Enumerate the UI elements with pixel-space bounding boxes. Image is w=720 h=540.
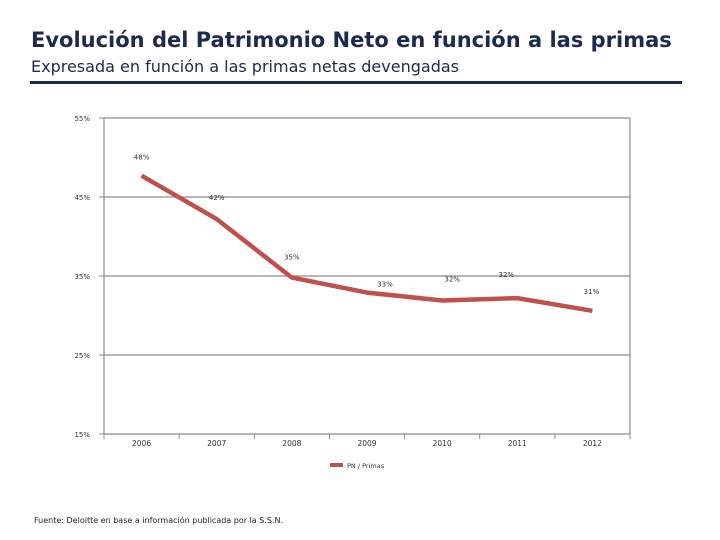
x-tick-label: 2012: [583, 439, 602, 448]
grid-lines: [104, 117, 630, 435]
y-tick-label: 55%: [74, 115, 90, 123]
data-label: 42%: [209, 194, 225, 202]
series-line-pn-primas: [140, 173, 593, 314]
page-title: Evolución del Patrimonio Neto en función…: [31, 28, 672, 52]
page-subtitle: Expresada en función a las primas netas …: [31, 57, 459, 76]
x-tick-labels: 2006 2007 2008 2009 2010 2011 2012: [132, 439, 602, 448]
x-tick-label: 2011: [508, 439, 527, 448]
x-tick-label: 2010: [433, 439, 452, 448]
data-label: 32%: [499, 271, 515, 279]
y-tick-label: 25%: [74, 352, 90, 360]
series: [140, 173, 593, 314]
data-label: 33%: [377, 281, 393, 289]
data-labels: 48% 42% 35% 33% 32% 32% 31%: [134, 154, 600, 296]
x-tick-label: 2009: [357, 439, 376, 448]
x-tick-label: 2008: [282, 439, 301, 448]
source-note: Fuente: Deloitte en base a información p…: [34, 516, 283, 525]
x-tick-label: 2007: [207, 439, 226, 448]
y-tick-labels: 55% 45% 35% 25% 15%: [74, 115, 90, 439]
y-tick-label: 35%: [74, 273, 90, 281]
axes: [99, 117, 631, 439]
y-tick-label: 15%: [74, 431, 90, 439]
y-tick-label: 45%: [74, 194, 90, 202]
title-divider: [30, 81, 682, 84]
data-label: 32%: [444, 275, 460, 283]
legend-label: PN / Primas: [347, 462, 385, 470]
legend: PN / Primas: [330, 462, 385, 470]
x-tick-label: 2006: [132, 439, 151, 448]
data-label: 35%: [284, 254, 300, 262]
data-label: 48%: [134, 154, 150, 162]
data-label: 31%: [584, 288, 600, 296]
